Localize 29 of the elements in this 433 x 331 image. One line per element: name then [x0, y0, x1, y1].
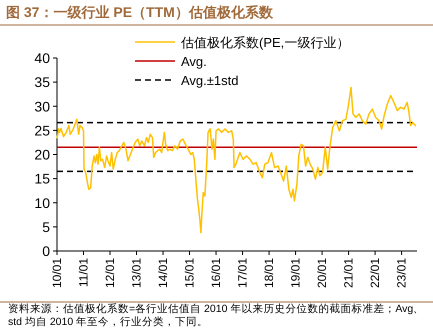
- y-tick-label: 40: [34, 50, 50, 66]
- line-series: [56, 86, 416, 234]
- x-tick-label: 17/01: [236, 258, 250, 288]
- y-tick-label: 5: [42, 218, 50, 235]
- y-tick-label: 30: [34, 98, 50, 114]
- y-tick-label: 10: [34, 194, 50, 211]
- x-tick-label: 22/01: [368, 258, 382, 288]
- legend-label: Avg.: [181, 54, 207, 69]
- x-tick-label: 21/01: [342, 258, 356, 288]
- x-tick-label: 18/01: [262, 258, 276, 288]
- x-tick-label: 11/01: [76, 258, 91, 288]
- x-tick-label: 19/01: [288, 258, 303, 288]
- y-tick-label: 35: [34, 74, 50, 90]
- x-tick-label: 15/01: [182, 258, 197, 288]
- text: 资料来源：估值极化系数=各行业估值自 2010 年以来历史分位数的截面标准差；Avg、std 均自 2010 年至今，行业分类，下同。: [8, 303, 426, 329]
- y-tick-label: 15: [34, 170, 50, 187]
- x-tick-label: 20/01: [315, 258, 330, 288]
- legend-label: Avg.±1std: [181, 73, 238, 88]
- x-tick-label: 10/01: [50, 258, 64, 288]
- x-tick-label: 14/01: [156, 258, 170, 288]
- x-tick-label: 13/01: [130, 258, 144, 288]
- y-tick-label: 25: [34, 122, 50, 138]
- x-tick-label: 12/01: [103, 258, 118, 288]
- chart-title: 图 37：一级行业 PE（TTM）估值极化系数: [6, 4, 274, 20]
- legend-label: 估值极化系数(PE,一级行业）: [180, 35, 350, 50]
- y-tick-label: 20: [34, 146, 50, 162]
- x-tick-label: 16/01: [209, 258, 224, 288]
- y-tick-label: 0: [42, 243, 50, 259]
- x-tick-label: 23/01: [394, 258, 409, 288]
